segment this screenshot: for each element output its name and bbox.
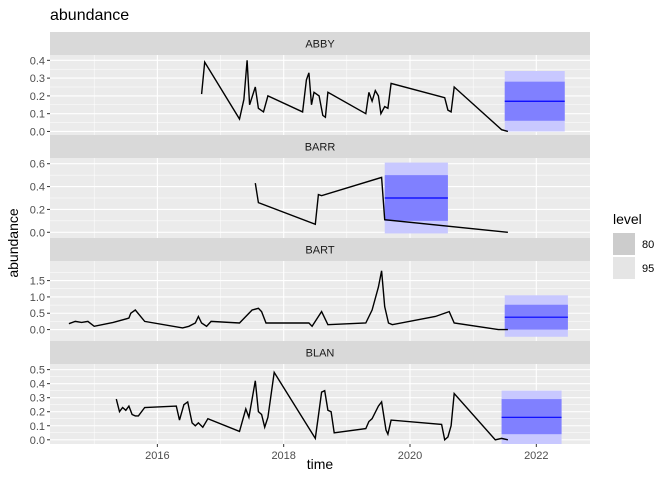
y-tick-label: 0.4 <box>30 379 45 391</box>
y-tick-label: 0.5 <box>30 308 45 320</box>
legend-key-80 <box>613 233 635 255</box>
x-tick-label: 2022 <box>524 450 548 462</box>
x-axis: 2016 2018 2020 2022 <box>145 444 549 462</box>
strip-background <box>50 135 590 158</box>
y-tick-label: 0.6 <box>30 159 45 171</box>
strip-label: BLAN <box>306 348 335 360</box>
chart-title: abundance <box>50 7 129 24</box>
y-tick-label: 0.3 <box>30 393 45 405</box>
observed-series-line <box>115 370 509 442</box>
y-axis-title: abundance <box>5 208 21 278</box>
strip-background <box>50 238 590 261</box>
y-tick-label: 0.0 <box>30 325 45 337</box>
y-tick-label: 0.3 <box>30 73 45 85</box>
y-tick-label: 1.0 <box>30 292 45 304</box>
y-tick-label: 0.2 <box>30 91 45 103</box>
observed-series-line <box>68 270 508 331</box>
strip-label: ABBY <box>305 39 335 51</box>
y-tick-label: 0.1 <box>30 421 45 433</box>
strip-background <box>50 341 590 364</box>
y-tick-label: 0.2 <box>30 204 45 216</box>
legend-key-95 <box>613 257 635 279</box>
strip-label: BARR <box>305 142 336 154</box>
y-tick-label: 0.4 <box>30 55 45 67</box>
x-tick-label: 2018 <box>271 450 295 462</box>
y-tick-label: 0.5 <box>30 365 45 377</box>
forecast-interval-80 <box>501 399 562 435</box>
strip-label: BART <box>305 245 334 257</box>
facet-panel-abby: ABBY 0.0 0.1 0.2 0.3 0.4 <box>30 32 590 138</box>
legend-title: level <box>613 211 642 227</box>
panel-background <box>50 55 590 135</box>
facet-panels: ABBY 0.0 0.1 0.2 0.3 0.4 BARR 0.0 0.2 0.4 0.6 BART 0… <box>30 32 590 447</box>
facet-panel-blan: BLAN 0.0 0.1 0.2 0.3 0.4 0.5 <box>30 341 590 447</box>
x-tick-label: 2016 <box>145 450 169 462</box>
facet-panel-bart: BART 0.0 0.5 1.0 1.5 <box>30 238 590 341</box>
y-tick-label: 0.0 <box>30 435 45 447</box>
legend: level 80 95 <box>613 211 654 279</box>
panel-background <box>50 261 590 341</box>
x-tick-label: 2020 <box>398 450 422 462</box>
observed-series-line <box>254 176 508 233</box>
y-tick-label: 0.1 <box>30 109 45 121</box>
legend-label-95: 95 <box>642 263 654 275</box>
observed-series-line <box>200 59 509 133</box>
y-tick-label: 0.0 <box>30 126 45 138</box>
y-tick-label: 0.0 <box>30 227 45 239</box>
facet-panel-barr: BARR 0.0 0.2 0.4 0.6 <box>30 135 590 239</box>
x-axis-title: time <box>307 456 334 472</box>
legend-label-80: 80 <box>642 239 654 251</box>
y-tick-label: 0.2 <box>30 407 45 419</box>
strip-background <box>50 32 590 55</box>
y-tick-label: 1.5 <box>30 276 45 288</box>
y-tick-label: 0.4 <box>30 182 45 194</box>
